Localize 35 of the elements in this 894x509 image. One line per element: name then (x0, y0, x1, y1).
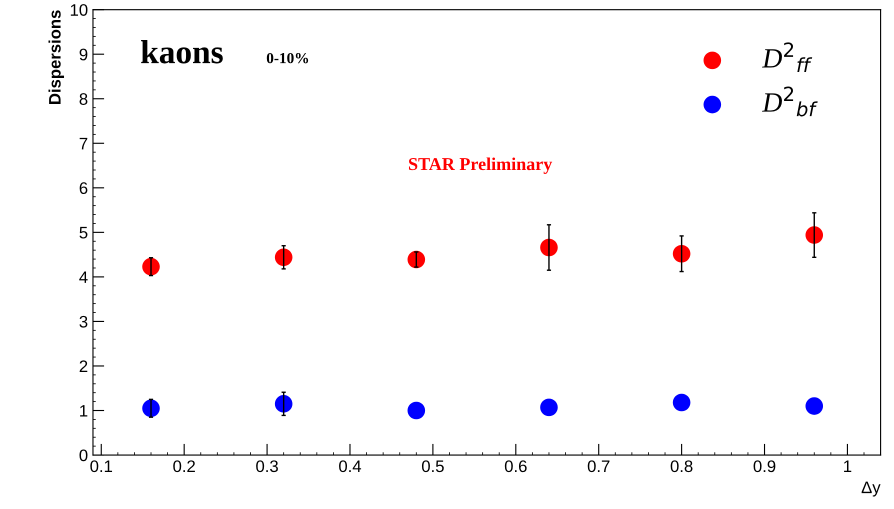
y-tick-label: 1 (80, 405, 88, 417)
point (142, 400, 160, 418)
x-tick-label: 0.6 (504, 460, 527, 472)
x-tick-label: 0.7 (588, 460, 610, 472)
y-tick-label: 8 (80, 93, 88, 105)
annotation: 0-10% (266, 52, 308, 64)
y-tick-label: 9 (80, 48, 88, 60)
x-tick-label: 0.5 (422, 460, 444, 472)
point (540, 398, 558, 416)
y-tick-label: 6 (80, 182, 88, 194)
annotation: kaons (141, 40, 223, 64)
x-tick-label: 1 (844, 460, 852, 472)
x-tick-label: 0.2 (173, 460, 195, 472)
x-tick-label: 0.4 (339, 460, 362, 472)
y-axis-title: Dispersions (48, 10, 64, 104)
x-tick-label: 0.3 (256, 460, 278, 472)
point (672, 394, 690, 412)
y-tick-label: 10 (70, 4, 88, 16)
y-tick-label: 5 (80, 226, 88, 239)
point (540, 238, 558, 256)
y-tick-label: 4 (79, 271, 88, 283)
point (805, 397, 824, 415)
y-tick-label: 2 (80, 360, 88, 372)
legend-label: D$^{2}$$_{bf}$ (762, 86, 818, 116)
point (142, 258, 160, 276)
point (408, 402, 426, 420)
x-tick-label: 0.9 (754, 460, 776, 472)
y-tick-label: 7 (80, 138, 88, 150)
x-tick-label: 0.8 (670, 460, 692, 472)
legend-label: D$^{2}$$_{ff}$ (762, 42, 812, 72)
annotation: STAR Preliminary (408, 157, 552, 174)
y-tick-label: 3 (79, 316, 88, 328)
x-tick-label: 0.1 (90, 460, 112, 472)
y-tick-label: 0 (80, 449, 88, 462)
x-axis-title: Δy (862, 482, 881, 497)
